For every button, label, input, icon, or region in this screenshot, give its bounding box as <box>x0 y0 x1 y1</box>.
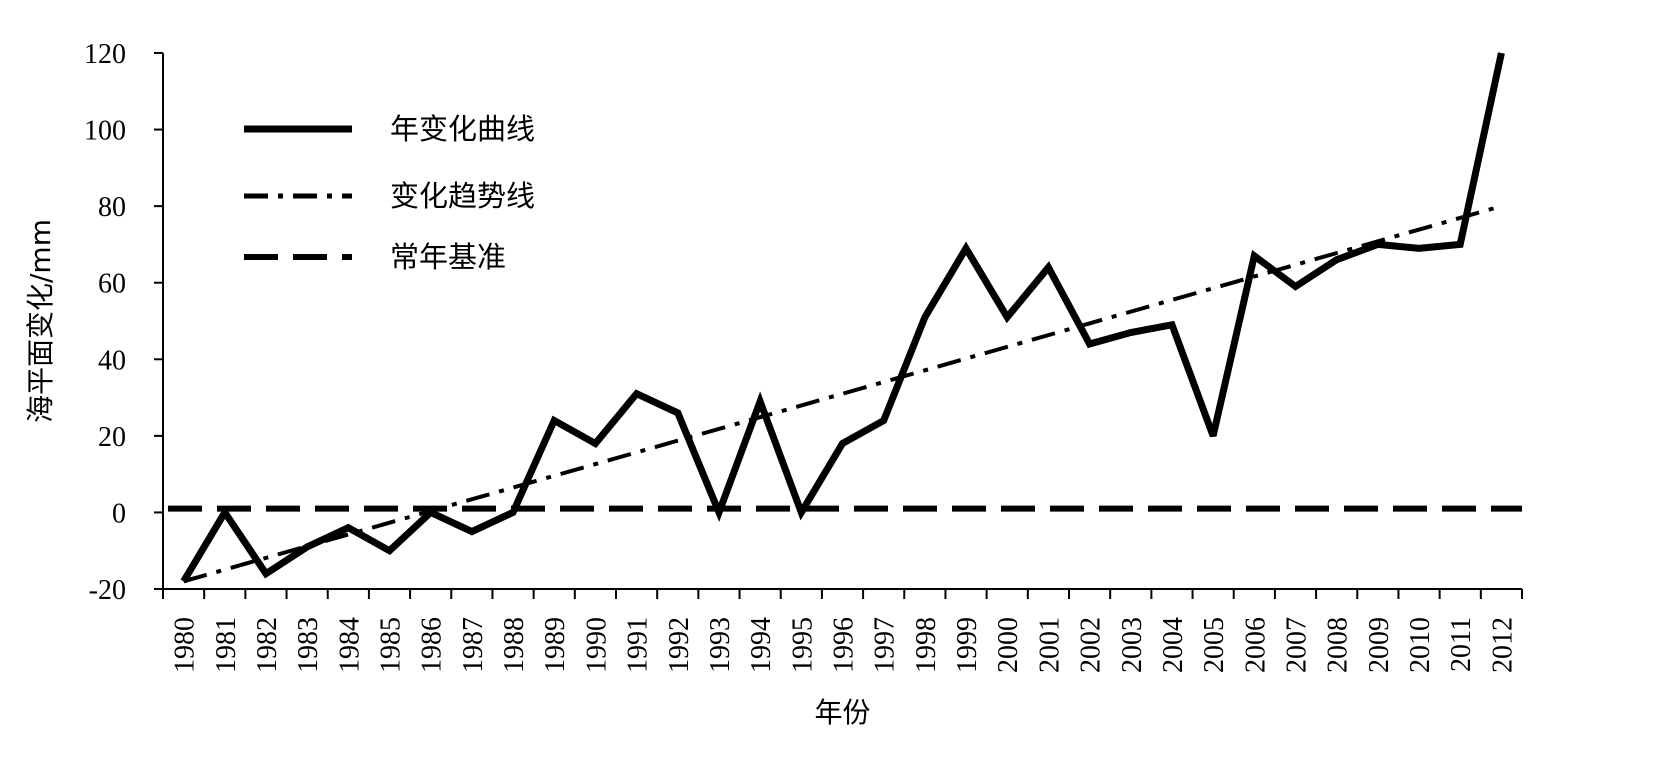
y-tick-label: 120 <box>84 39 126 70</box>
y-tick-label: 20 <box>98 422 126 453</box>
x-tick-label: 2002 <box>1076 617 1107 673</box>
x-axis-title: 年份 <box>814 696 870 729</box>
x-tick-label: 2011 <box>1446 617 1477 672</box>
x-tick-label: 1995 <box>787 617 818 673</box>
x-tick-label: 1993 <box>705 617 736 673</box>
x-tick-label: 1986 <box>417 617 448 673</box>
axes <box>162 53 1522 590</box>
x-tick-label: 2003 <box>1117 617 1148 673</box>
x-tick-label: 1982 <box>252 617 283 673</box>
x-tick-label: 1990 <box>581 617 612 673</box>
x-tick-label: 1981 <box>211 617 242 673</box>
y-tick-label: 60 <box>98 269 126 300</box>
x-tick-label: 1983 <box>293 617 324 673</box>
y-tick-label: -20 <box>89 575 126 606</box>
x-tick-label: 2008 <box>1323 617 1354 673</box>
x-tick-label: 2010 <box>1405 617 1436 673</box>
x-tick-label: 1984 <box>334 617 365 673</box>
x-tick-label: 1985 <box>376 617 407 673</box>
x-tick-label: 1999 <box>952 617 983 673</box>
x-axis-ticks: 1980 1981 1982 1983 1984 1985 1986 1987 1988 1989… <box>162 589 1523 673</box>
series-layer <box>168 52 1522 584</box>
y-tick-label: 40 <box>98 345 126 376</box>
y-tick-label: 0 <box>112 498 126 529</box>
x-tick-label: 1987 <box>458 617 489 673</box>
x-tick-label: 2006 <box>1240 617 1271 673</box>
x-tick-label: 1997 <box>870 617 901 673</box>
y-axis-ticks: -20 0 20 40 60 80 100 120 <box>84 39 163 606</box>
x-tick-label: 1991 <box>623 617 654 673</box>
x-tick-label: 2001 <box>1034 617 1065 673</box>
x-tick-label: 2012 <box>1487 617 1518 673</box>
legend-label: 常年基准 <box>390 240 506 274</box>
x-tick-label: 2009 <box>1364 617 1395 673</box>
annual-change-line <box>180 52 1505 584</box>
x-tick-label: 2000 <box>993 617 1024 673</box>
x-tick-label: 1994 <box>746 617 777 673</box>
x-tick-label: 1992 <box>664 617 695 673</box>
x-tick-label: 1980 <box>170 617 201 673</box>
y-tick-label: 80 <box>98 192 126 223</box>
x-tick-label: 1989 <box>540 617 571 673</box>
x-tick-label: 2004 <box>1158 617 1189 673</box>
x-tick-label: 1998 <box>911 617 942 673</box>
x-tick-label: 1996 <box>829 617 860 673</box>
x-tick-label: 2005 <box>1199 617 1230 673</box>
trend-line <box>183 204 1502 584</box>
legend-label: 年变化曲线 <box>390 112 535 146</box>
y-tick-label: 100 <box>84 116 126 147</box>
x-tick-label: 1988 <box>499 617 530 673</box>
x-tick-label: 2007 <box>1282 617 1313 673</box>
y-axis-title: 海平面变化/mm <box>24 219 57 423</box>
legend-label: 变化趋势线 <box>390 179 535 213</box>
